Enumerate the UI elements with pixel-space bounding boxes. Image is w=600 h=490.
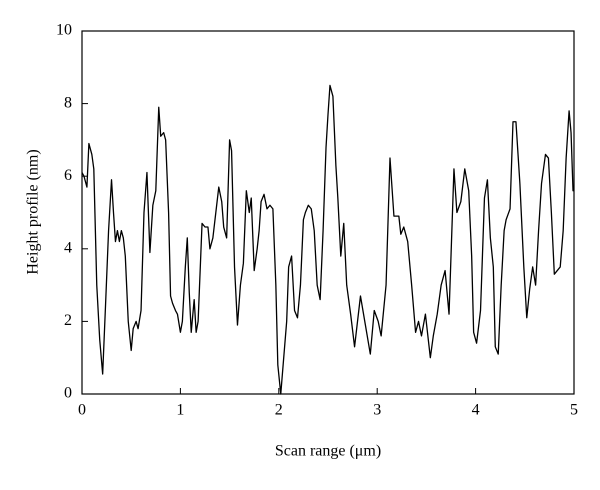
x-tick-label: 4: [472, 402, 480, 419]
x-tick-label: 1: [176, 402, 184, 419]
x-tick-label: 0: [78, 402, 86, 419]
y-tick-label: 6: [64, 167, 72, 184]
data-line: [81, 84, 574, 395]
y-tick-label: 4: [64, 239, 72, 256]
x-tick-label: 2: [275, 402, 283, 419]
y-tick-label: 2: [64, 312, 72, 329]
y-tick-label: 10: [56, 22, 72, 39]
y-axis-label: Height profile (nm): [25, 149, 42, 274]
y-tick-label: 0: [64, 385, 72, 402]
x-tick-label: 3: [373, 402, 381, 419]
y-tick-label: 8: [64, 94, 72, 111]
x-axis-label: Scan range (μm): [275, 443, 381, 460]
x-tick-label: 5: [570, 402, 578, 419]
plot-frame: [81, 30, 575, 395]
